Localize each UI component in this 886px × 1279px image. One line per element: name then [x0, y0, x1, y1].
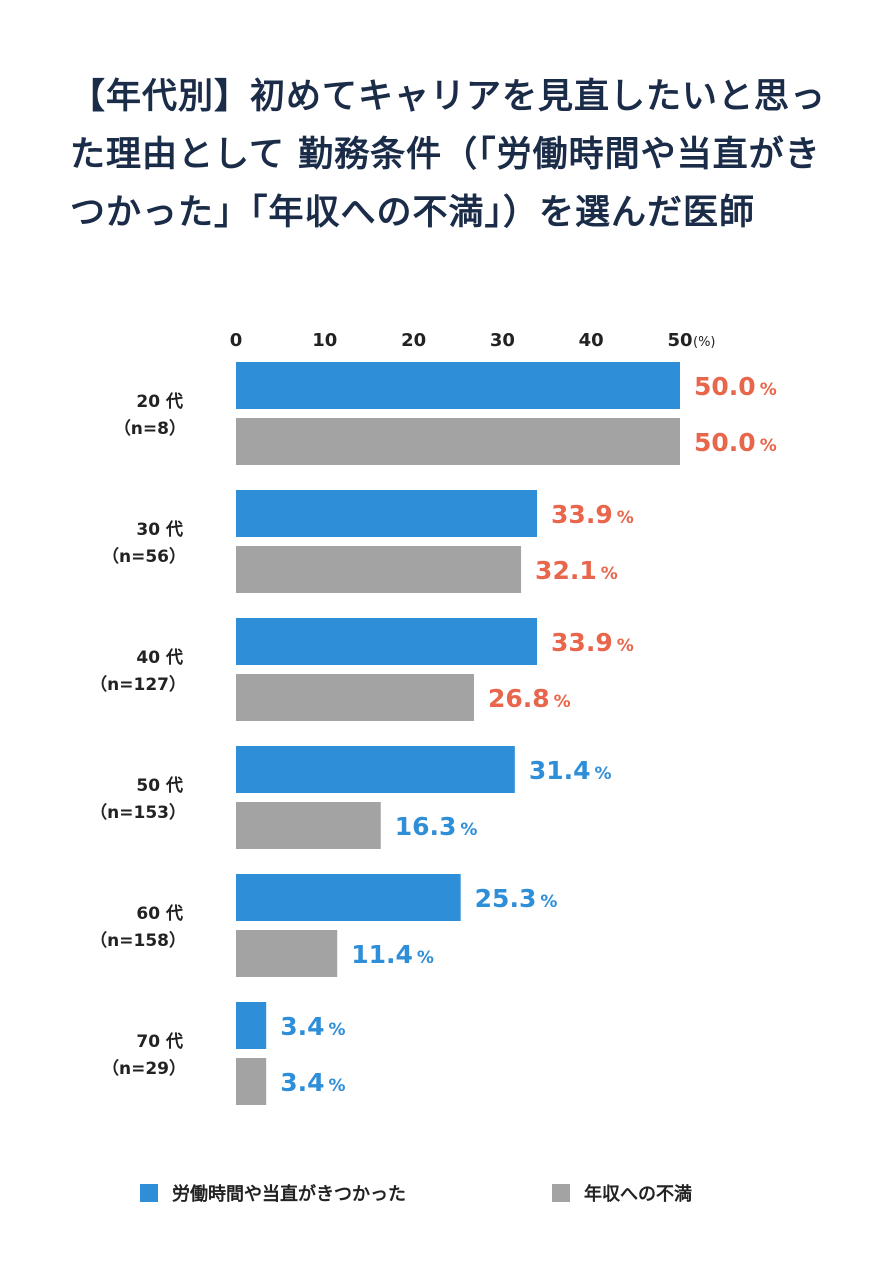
category-label: 50 代 — [136, 775, 183, 796]
category-label: 60 代 — [136, 903, 183, 924]
data-label: 32.1% — [535, 556, 618, 585]
category-label: 30 代 — [136, 519, 183, 540]
bar — [236, 674, 474, 721]
category-label: 20 代 — [136, 391, 183, 412]
data-label: 33.9% — [551, 500, 634, 529]
x-tick-label: 40 — [579, 330, 604, 351]
data-label: 33.9% — [551, 628, 634, 657]
category-sample-size: （n=56） — [102, 546, 186, 567]
x-tick-label: 20 — [401, 330, 426, 351]
data-label: 50.0% — [694, 372, 777, 401]
x-tick-label: 50 — [667, 330, 692, 351]
data-label: 11.4% — [351, 940, 434, 969]
bar — [236, 1058, 267, 1105]
bar — [236, 874, 461, 921]
x-tick-label: 10 — [312, 330, 337, 351]
legend-item-0: 労働時間や当直がきつかった — [140, 1180, 406, 1206]
bar — [236, 490, 538, 537]
x-tick-label: 0 — [230, 330, 243, 351]
x-tick-label: 30 — [490, 330, 515, 351]
bar — [236, 546, 522, 593]
bar — [236, 362, 680, 409]
legend-label: 年収への不満 — [584, 1184, 692, 1205]
data-label: 16.3% — [395, 812, 478, 841]
category-label: 70 代 — [136, 1031, 183, 1052]
category-label: 40 代 — [136, 647, 183, 668]
category-sample-size: （n=29） — [102, 1058, 186, 1079]
bar — [236, 802, 381, 849]
x-unit-label: (%) — [693, 335, 716, 350]
category-sample-size: （n=158） — [90, 930, 186, 951]
bar — [236, 418, 680, 465]
category-sample-size: （n=153） — [90, 802, 186, 823]
legend-item-1: 年収への不満 — [552, 1180, 692, 1206]
bar — [236, 618, 538, 665]
legend-swatch-gray — [552, 1184, 570, 1202]
data-label: 31.4% — [529, 756, 612, 785]
bar — [236, 930, 338, 977]
data-label: 3.4% — [280, 1012, 345, 1041]
legend-label: 労働時間や当直がきつかった — [172, 1184, 406, 1205]
data-label: 3.4% — [280, 1068, 345, 1097]
category-sample-size: （n=8） — [114, 418, 186, 439]
bar — [236, 746, 515, 793]
chart-title: 【年代別】初めてキャリアを見直したいと思った理由として 勤務条件（「労働時間や当… — [70, 77, 827, 233]
category-sample-size: （n=127） — [90, 674, 186, 695]
data-label: 25.3% — [475, 884, 558, 913]
bar — [236, 1002, 267, 1049]
data-label: 26.8% — [488, 684, 571, 713]
data-label: 50.0% — [694, 428, 777, 457]
legend-swatch-blue — [140, 1184, 158, 1202]
